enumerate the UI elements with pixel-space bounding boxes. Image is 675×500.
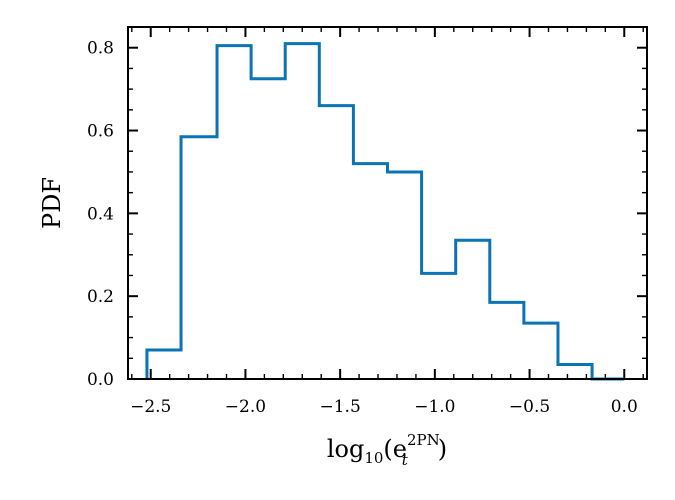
plot-frame <box>127 26 648 380</box>
y-axis-label: PDF <box>38 177 66 229</box>
x-label-sub: t <box>402 451 409 469</box>
plot-area <box>128 27 647 379</box>
x-label-open: (e <box>383 435 407 463</box>
x-axis-label: log10(e2PN t) <box>327 431 447 469</box>
x-tick-label: −2.0 <box>225 397 266 417</box>
x-tick-label: −0.5 <box>509 397 550 417</box>
x-label-base: log <box>327 435 365 463</box>
x-label-close: ) <box>438 435 447 463</box>
y-tick-label: 0.6 <box>87 122 114 142</box>
x-label-sup: 2PN <box>407 431 440 449</box>
y-tick-label: 0.4 <box>87 204 114 224</box>
y-tick-label: 0.2 <box>87 287 114 307</box>
x-tick-label: 0.0 <box>611 397 638 417</box>
histogram-outline <box>145 42 625 381</box>
x-label-base-sub: 10 <box>364 449 383 467</box>
x-tick-label: −1.5 <box>320 397 361 417</box>
histogram-steps <box>145 42 625 381</box>
axis-ticks <box>128 27 647 380</box>
tick-labels: −2.5 −2.0 −1.5 −1.0 −0.5 0.0 0.0 0.2 0.4 0.6 0.8 <box>87 39 638 417</box>
y-tick-label: 0.0 <box>87 370 114 390</box>
x-tick-label: −2.5 <box>130 397 171 417</box>
y-tick-label: 0.8 <box>87 39 114 59</box>
x-tick-label: −1.0 <box>414 397 455 417</box>
